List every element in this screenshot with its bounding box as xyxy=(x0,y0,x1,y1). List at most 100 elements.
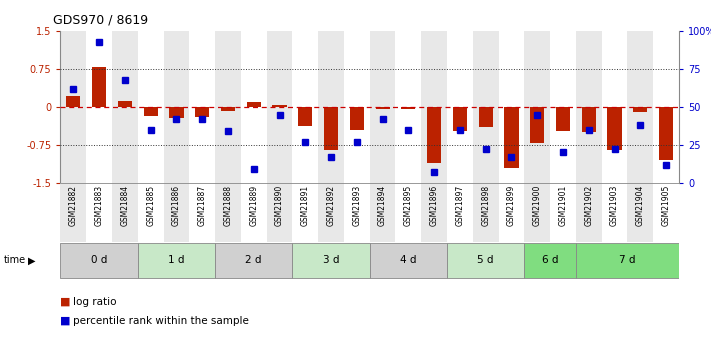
Text: 2 d: 2 d xyxy=(245,255,262,265)
Bar xyxy=(241,183,267,242)
Bar xyxy=(215,31,241,183)
Bar xyxy=(318,183,344,242)
Text: GSM21890: GSM21890 xyxy=(275,185,284,226)
Bar xyxy=(530,107,545,144)
Bar xyxy=(318,31,344,183)
Bar xyxy=(267,183,292,242)
Bar xyxy=(118,101,132,107)
Bar xyxy=(215,244,292,277)
Bar xyxy=(292,244,370,277)
Bar xyxy=(395,31,421,183)
Bar xyxy=(138,31,164,183)
Text: GSM21887: GSM21887 xyxy=(198,185,207,226)
Text: GSM21891: GSM21891 xyxy=(301,185,310,226)
Text: GSM21902: GSM21902 xyxy=(584,185,593,226)
Bar xyxy=(556,107,570,131)
Text: GSM21897: GSM21897 xyxy=(456,185,464,226)
Bar xyxy=(350,107,364,130)
Bar xyxy=(395,183,421,242)
Bar xyxy=(498,183,524,242)
Text: GSM21904: GSM21904 xyxy=(636,185,645,226)
Bar xyxy=(241,31,267,183)
Bar xyxy=(473,183,498,242)
Bar xyxy=(576,244,679,277)
Bar xyxy=(144,107,158,116)
Text: ■: ■ xyxy=(60,316,71,326)
Text: GSM21899: GSM21899 xyxy=(507,185,516,226)
Text: ▶: ▶ xyxy=(28,256,36,265)
Bar xyxy=(60,183,86,242)
Bar xyxy=(370,183,395,242)
Text: GSM21895: GSM21895 xyxy=(404,185,413,226)
Bar xyxy=(524,183,550,242)
Text: GSM21894: GSM21894 xyxy=(378,185,387,226)
Bar xyxy=(634,107,648,112)
Bar xyxy=(86,31,112,183)
Bar xyxy=(550,183,576,242)
Text: GSM21903: GSM21903 xyxy=(610,185,619,226)
Bar xyxy=(164,31,189,183)
Bar xyxy=(498,31,524,183)
Bar xyxy=(292,183,318,242)
Bar xyxy=(138,244,215,277)
Bar xyxy=(344,183,370,242)
Text: log ratio: log ratio xyxy=(73,297,117,307)
Bar xyxy=(447,183,473,242)
Bar xyxy=(653,31,679,183)
Bar xyxy=(138,183,164,242)
Text: GSM21886: GSM21886 xyxy=(172,185,181,226)
Bar xyxy=(60,31,86,183)
Bar xyxy=(576,31,602,183)
Text: GDS970 / 8619: GDS970 / 8619 xyxy=(53,14,149,27)
Bar xyxy=(247,102,261,107)
Text: 0 d: 0 d xyxy=(91,255,107,265)
Bar xyxy=(215,183,241,242)
Bar xyxy=(375,107,390,109)
Bar xyxy=(602,183,627,242)
Bar xyxy=(112,183,138,242)
Bar xyxy=(602,31,627,183)
Bar xyxy=(453,107,467,131)
Text: percentile rank within the sample: percentile rank within the sample xyxy=(73,316,249,326)
Bar xyxy=(401,107,415,109)
Bar xyxy=(169,107,183,118)
Text: GSM21882: GSM21882 xyxy=(69,185,77,226)
Bar xyxy=(86,183,112,242)
Bar xyxy=(479,107,493,127)
Text: GSM21900: GSM21900 xyxy=(533,185,542,226)
Bar xyxy=(195,107,209,117)
Text: GSM21889: GSM21889 xyxy=(250,185,258,226)
Bar xyxy=(370,31,395,183)
Text: time: time xyxy=(4,256,26,265)
Text: 5 d: 5 d xyxy=(478,255,494,265)
Text: GSM21896: GSM21896 xyxy=(429,185,439,226)
Bar xyxy=(627,31,653,183)
Bar xyxy=(627,183,653,242)
Text: 3 d: 3 d xyxy=(323,255,339,265)
Text: 6 d: 6 d xyxy=(542,255,558,265)
Text: 4 d: 4 d xyxy=(400,255,417,265)
Bar xyxy=(504,107,518,168)
Text: GSM21884: GSM21884 xyxy=(120,185,129,226)
Bar xyxy=(112,31,138,183)
Bar xyxy=(267,31,292,183)
Bar xyxy=(60,244,138,277)
Bar xyxy=(447,31,473,183)
Bar xyxy=(324,107,338,150)
Bar xyxy=(92,68,106,107)
Text: GSM21888: GSM21888 xyxy=(223,185,232,226)
Bar xyxy=(344,31,370,183)
Bar xyxy=(550,31,576,183)
Bar xyxy=(607,107,621,150)
Text: 1 d: 1 d xyxy=(169,255,185,265)
Bar xyxy=(298,107,312,126)
Bar xyxy=(370,244,447,277)
Bar xyxy=(292,31,318,183)
Bar xyxy=(524,244,576,277)
Bar xyxy=(659,107,673,160)
Text: GSM21893: GSM21893 xyxy=(353,185,361,226)
Bar xyxy=(421,183,447,242)
Bar xyxy=(427,107,442,162)
Text: GSM21905: GSM21905 xyxy=(662,185,670,226)
Bar xyxy=(221,107,235,111)
